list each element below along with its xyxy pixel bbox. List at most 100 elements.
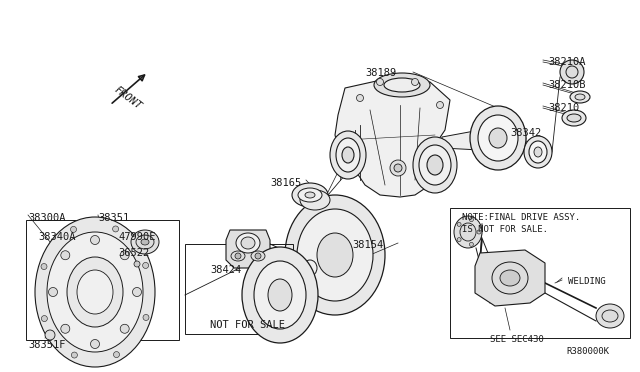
- Ellipse shape: [276, 273, 284, 283]
- Circle shape: [457, 222, 461, 226]
- Ellipse shape: [292, 183, 328, 207]
- Ellipse shape: [460, 223, 476, 241]
- Ellipse shape: [384, 78, 420, 92]
- Ellipse shape: [427, 155, 443, 175]
- Circle shape: [390, 160, 406, 176]
- Text: FRONT: FRONT: [113, 84, 143, 111]
- Text: 36522: 36522: [118, 248, 149, 258]
- Circle shape: [436, 102, 444, 109]
- Text: 38300A: 38300A: [28, 213, 65, 223]
- Text: 38351F: 38351F: [28, 340, 65, 350]
- Ellipse shape: [251, 251, 265, 261]
- Ellipse shape: [47, 232, 143, 352]
- Circle shape: [394, 164, 402, 172]
- Ellipse shape: [136, 235, 154, 249]
- Ellipse shape: [534, 147, 542, 157]
- Circle shape: [49, 288, 58, 296]
- Ellipse shape: [231, 251, 245, 261]
- Ellipse shape: [254, 261, 306, 329]
- Ellipse shape: [77, 270, 113, 314]
- Ellipse shape: [242, 247, 318, 343]
- Ellipse shape: [570, 91, 590, 103]
- Ellipse shape: [336, 138, 360, 172]
- Ellipse shape: [419, 145, 451, 185]
- Polygon shape: [335, 78, 450, 197]
- Ellipse shape: [529, 141, 547, 163]
- Circle shape: [61, 324, 70, 333]
- Text: 38165: 38165: [270, 178, 301, 188]
- Circle shape: [412, 78, 419, 86]
- Ellipse shape: [562, 110, 586, 126]
- Circle shape: [376, 78, 383, 86]
- Ellipse shape: [35, 217, 155, 367]
- Text: 38351: 38351: [98, 213, 129, 223]
- Circle shape: [120, 251, 129, 260]
- Ellipse shape: [141, 239, 149, 245]
- Ellipse shape: [596, 304, 624, 328]
- Circle shape: [70, 227, 77, 232]
- Circle shape: [143, 262, 148, 269]
- Ellipse shape: [575, 94, 585, 100]
- Text: SEE SEC430: SEE SEC430: [490, 335, 544, 344]
- Circle shape: [356, 94, 364, 102]
- Text: 38189: 38189: [365, 68, 396, 78]
- Text: 38154: 38154: [352, 240, 383, 250]
- Circle shape: [566, 66, 578, 78]
- Ellipse shape: [413, 137, 457, 193]
- Ellipse shape: [236, 233, 260, 253]
- Ellipse shape: [602, 310, 618, 322]
- Circle shape: [134, 261, 140, 267]
- Text: 38424: 38424: [210, 265, 241, 275]
- Ellipse shape: [470, 106, 526, 170]
- Circle shape: [42, 315, 47, 321]
- Ellipse shape: [67, 257, 123, 327]
- Ellipse shape: [272, 268, 288, 288]
- Text: 38210A: 38210A: [548, 57, 586, 67]
- Ellipse shape: [454, 216, 482, 248]
- Ellipse shape: [489, 128, 507, 148]
- Ellipse shape: [330, 131, 366, 179]
- Ellipse shape: [298, 254, 322, 282]
- Ellipse shape: [268, 279, 292, 311]
- Ellipse shape: [500, 270, 520, 286]
- Ellipse shape: [285, 195, 385, 315]
- Circle shape: [477, 230, 481, 234]
- Ellipse shape: [305, 192, 315, 198]
- Ellipse shape: [567, 114, 581, 122]
- Circle shape: [457, 238, 461, 242]
- Text: 47990E: 47990E: [118, 232, 156, 242]
- Text: IS NOT FOR SALE.: IS NOT FOR SALE.: [462, 225, 548, 234]
- Text: 38342: 38342: [510, 128, 541, 138]
- Circle shape: [45, 330, 55, 340]
- Bar: [185, 244, 293, 334]
- Ellipse shape: [342, 147, 354, 163]
- Circle shape: [113, 352, 120, 357]
- Bar: [26, 220, 179, 340]
- Circle shape: [469, 243, 474, 246]
- Ellipse shape: [492, 262, 528, 294]
- Ellipse shape: [300, 190, 330, 210]
- Ellipse shape: [297, 209, 373, 301]
- Circle shape: [235, 253, 241, 259]
- Ellipse shape: [298, 188, 322, 202]
- Polygon shape: [226, 230, 270, 268]
- Bar: [450, 208, 630, 338]
- Ellipse shape: [131, 230, 159, 254]
- Ellipse shape: [478, 115, 518, 161]
- Polygon shape: [442, 130, 490, 150]
- Circle shape: [113, 226, 118, 232]
- Ellipse shape: [524, 136, 552, 168]
- Polygon shape: [475, 250, 545, 306]
- Polygon shape: [305, 195, 327, 207]
- Text: R380000K: R380000K: [566, 347, 609, 356]
- Text: NOT FOR SALE: NOT FOR SALE: [210, 320, 285, 330]
- Circle shape: [120, 324, 129, 333]
- Ellipse shape: [374, 73, 430, 97]
- Text: 38210: 38210: [548, 103, 579, 113]
- Circle shape: [41, 263, 47, 270]
- Text: NOTE:FINAL DRIVE ASSY.: NOTE:FINAL DRIVE ASSY.: [462, 213, 580, 222]
- Ellipse shape: [241, 237, 255, 249]
- Ellipse shape: [317, 233, 353, 277]
- Text: 38340A: 38340A: [38, 232, 76, 242]
- Ellipse shape: [303, 260, 317, 276]
